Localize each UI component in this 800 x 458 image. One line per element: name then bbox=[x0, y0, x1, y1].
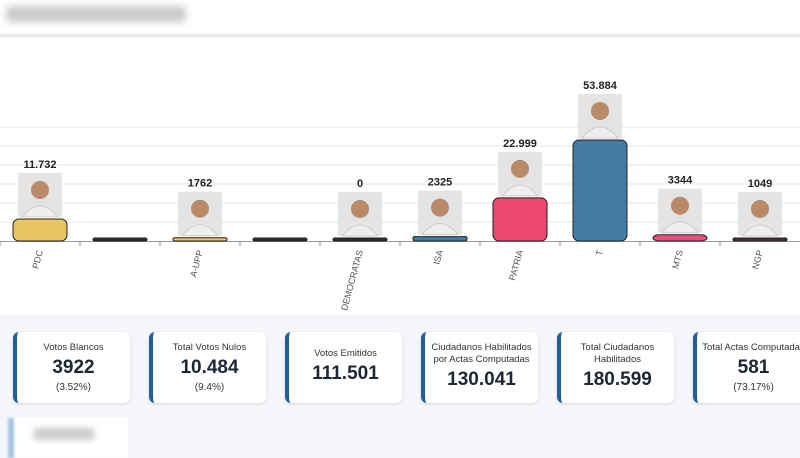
x-tick-label: MTS bbox=[670, 249, 685, 270]
blurred-card bbox=[8, 418, 128, 458]
bar-MTS bbox=[652, 234, 708, 242]
header-bar bbox=[0, 0, 800, 34]
value-label: 22.999 bbox=[503, 138, 537, 150]
candidate-shirt bbox=[20, 205, 60, 218]
candidate-face bbox=[431, 198, 449, 217]
card-total-ciudadanos: Total Ciudadanos Habilitados 180.599 bbox=[557, 332, 674, 403]
candidate-shirt bbox=[500, 184, 540, 197]
card-label: Total Ciudadanos Habilitados bbox=[580, 341, 655, 365]
card-label: Total Actas Computadas bbox=[702, 342, 800, 353]
candidate-shirt bbox=[340, 224, 380, 237]
card-value: 130.041 bbox=[447, 368, 516, 390]
x-tick-label: ISA bbox=[432, 249, 445, 266]
value-label: 53.884 bbox=[583, 80, 618, 92]
blurred-title bbox=[6, 6, 186, 22]
card-votos-emitidos: Votos Emitidos 111.501 bbox=[285, 332, 402, 403]
card-value: 3922 bbox=[52, 357, 95, 378]
candidate-face bbox=[591, 102, 609, 120]
bar-DEMOCRATAS bbox=[332, 237, 388, 242]
card-label: Ciudadanos Habilitados por Actas Computa… bbox=[431, 341, 532, 365]
value-label: 1049 bbox=[748, 178, 772, 190]
x-tick-label: PATRIA bbox=[507, 249, 525, 282]
candidate-shirt bbox=[660, 221, 700, 234]
card-value: 10.484 bbox=[180, 357, 239, 378]
value-label: 2325 bbox=[428, 177, 452, 189]
card-label: Total Votos Nulos bbox=[172, 342, 247, 353]
bar-NGP bbox=[732, 237, 788, 242]
card-votos-nulos: Total Votos Nulos 10.484 (9.4%) bbox=[149, 332, 266, 403]
candidate-face bbox=[191, 199, 209, 218]
x-tick-label: T bbox=[594, 248, 605, 256]
card-label: Votos Blancos bbox=[43, 342, 104, 353]
card-percent: (9.4%) bbox=[194, 382, 225, 393]
bar-PDC bbox=[12, 218, 68, 242]
card-votos-blancos: Votos Blancos 3922 (3.52%) bbox=[13, 332, 130, 403]
candidate-shirt bbox=[180, 224, 220, 237]
bar-blank bbox=[92, 237, 148, 242]
card-ciudadanos-actas: Ciudadanos Habilitados por Actas Computa… bbox=[421, 332, 538, 403]
card-label: Votos Emitidos bbox=[314, 347, 377, 359]
card-total-actas: Total Actas Computadas 581 (73.17%) bbox=[693, 332, 800, 403]
bar-blank bbox=[252, 237, 308, 242]
value-label: 3344 bbox=[668, 175, 693, 187]
summary-cards: Votos Blancos 3922 (3.52%) Total Votos Nul… bbox=[13, 332, 800, 403]
card-percent: (73.17%) bbox=[733, 382, 774, 393]
x-tick-label: A-UPP bbox=[188, 249, 205, 278]
card-value: 581 bbox=[737, 357, 770, 378]
value-label: 0 bbox=[357, 178, 363, 190]
bar-ISA bbox=[412, 236, 468, 242]
value-label: 11.732 bbox=[23, 159, 56, 171]
bar-PATRIA bbox=[492, 197, 548, 242]
card-percent: (3.52%) bbox=[55, 382, 91, 393]
card-value: 111.501 bbox=[312, 362, 379, 384]
x-tick-label: PDC bbox=[30, 248, 45, 269]
value-label: 1762 bbox=[188, 178, 212, 190]
card-value: 180.599 bbox=[583, 368, 652, 390]
candidate-face bbox=[31, 181, 49, 200]
candidate-face bbox=[751, 200, 769, 218]
results-chart: 11.732 PDC 1762 A-UPP 0 DEMOCRATAS 2325 ISA 22.9… bbox=[0, 38, 800, 314]
bar-chart-svg: 11.732 PDC 1762 A-UPP 0 DEMOCRATAS 2325 ISA 22.9… bbox=[0, 80, 800, 312]
candidate-shirt bbox=[580, 126, 620, 139]
candidate-shirt bbox=[740, 224, 780, 237]
bar-A-UPP bbox=[172, 237, 228, 242]
candidate-face bbox=[351, 200, 369, 218]
x-tick-label: NGP bbox=[750, 249, 765, 270]
candidate-face bbox=[511, 159, 529, 178]
bar-T bbox=[572, 139, 628, 242]
candidate-shirt bbox=[420, 223, 460, 236]
candidate-face bbox=[671, 196, 689, 215]
x-tick-label: DEMOCRATAS bbox=[339, 249, 365, 312]
